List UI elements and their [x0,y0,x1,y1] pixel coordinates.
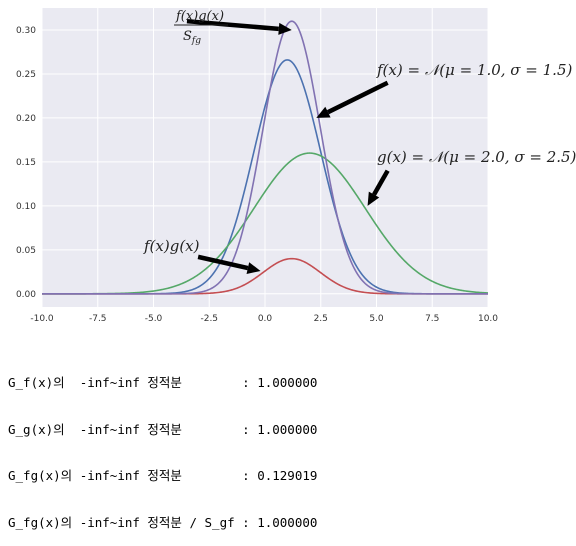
annotation-g-script-n: 𝒩 [429,148,448,166]
console-line-f-integral: G_f(x)의 -inf~inf 정적분 : 1.000000 [8,375,318,390]
x-tick-label: 10.0 [478,314,498,324]
x-tick-label: 7.5 [425,314,439,324]
console-output: G_f(x)의 -inf~inf 정적분 : 1.000000 G_g(x)의 … [8,344,317,546]
y-axis-ticks: 0.00 0.05 0.10 0.15 0.20 0.25 0.30 [16,26,36,300]
annotation-arrows [186,18,390,274]
x-tick-label: -5.0 [145,314,163,324]
console-line-fg-normalized-integral: G_fg(x)의 -inf~inf 정적분 / S_gf : 1.000000 [8,514,318,530]
x-tick-label: 2.5 [314,314,328,324]
annotation-normalized-denominator: S [183,29,192,44]
series-lines [42,20,489,295]
annotation-f-label: f(x) = 𝒩(μ = 1.0, σ = 1.5) [376,61,572,79]
annotation-arrow-shaft-0 [186,18,279,32]
x-axis-ticks: -10.0 -7.5 -5.0 -2.5 0.0 2.5 5.0 7.5 10.0 [30,314,498,324]
y-tick-label: 0.05 [16,246,36,256]
annotation-g-lhs: g(x) = [377,148,429,166]
annotation-product-label: f(x)g(x) [143,237,200,255]
y-tick-label: 0.25 [16,70,36,80]
annotation-arrow-shaft-2 [372,169,390,196]
annotation-arrow-head-2 [367,191,380,206]
annotation-g-rhs: (μ = 2.0, σ = 2.5) [443,148,576,166]
annotation-normalized-numerator: f(x)g(x) [175,9,224,24]
x-tick-label: -10.0 [30,314,54,324]
annotation-f-rhs: (μ = 1.0, σ = 1.5) [439,61,572,79]
annotation-g-label: g(x) = 𝒩(μ = 2.0, σ = 2.5) [377,148,576,166]
annotation-f-script-n: 𝒩 [425,61,444,79]
series-line-3 [42,20,488,295]
annotation-normalized-denominator-sub: fg [191,36,201,46]
annotation-normalized-product: f(x)g(x) Sfg [174,9,228,46]
x-tick-label: -2.5 [200,314,218,324]
annotation-arrow-head-1 [316,106,331,118]
y-tick-label: 0.00 [16,290,36,300]
annotation-f-lhs: f(x) = [376,61,425,79]
annotation-arrow-head-0 [278,22,292,35]
y-tick-label: 0.15 [16,158,36,168]
svg-text:f(x)g(x): f(x)g(x) [175,9,224,24]
console-line-fg-integral: G_fg(x)의 -inf~inf 정적분 : 0.129019 [8,468,318,483]
annotation-arrow-shaft-3 [197,254,249,271]
y-tick-label: 0.30 [16,26,36,36]
y-tick-label: 0.10 [16,202,36,212]
x-tick-label: 0.0 [258,314,273,324]
chart-figure: 0.00 0.05 0.10 0.15 0.20 0.25 0.30 -10.0 -7.5 -5… [16,8,576,324]
y-tick-label: 0.20 [16,114,36,124]
x-tick-label: -7.5 [89,314,107,324]
x-tick-label: 5.0 [369,314,384,324]
console-line-g-integral: G_g(x)의 -inf~inf 정적분 : 1.000000 [8,421,318,437]
annotation-arrow-shaft-1 [326,80,389,115]
svg-text:Sfg: Sfg [183,29,201,46]
annotation-arrow-head-3 [246,262,261,274]
